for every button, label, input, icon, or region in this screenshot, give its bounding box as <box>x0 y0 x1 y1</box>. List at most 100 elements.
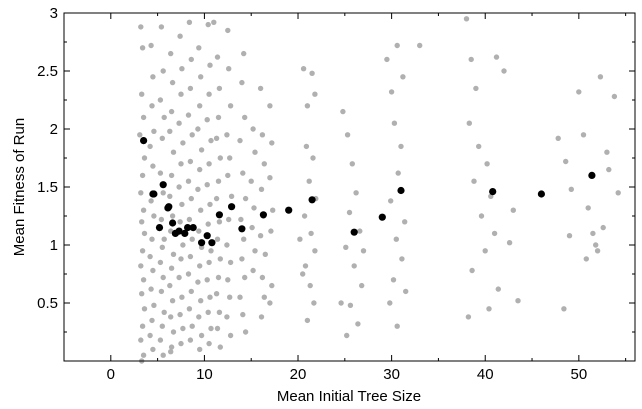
x-tick-label: 40 <box>477 366 494 383</box>
plot-frame <box>63 12 636 362</box>
run-point <box>206 161 212 167</box>
run-point <box>138 24 144 30</box>
run-point <box>476 143 482 150</box>
run-point <box>178 256 184 262</box>
run-point <box>177 311 183 318</box>
run-point <box>506 240 513 246</box>
run-point <box>180 242 186 248</box>
run-point <box>215 178 222 184</box>
run-point <box>159 244 165 250</box>
run-point <box>198 298 204 304</box>
run-point <box>561 306 567 312</box>
run-point <box>189 323 195 329</box>
run-point <box>312 248 318 254</box>
run-point <box>138 337 144 343</box>
mean-point <box>165 203 173 211</box>
run-point <box>615 190 621 196</box>
run-point <box>611 93 618 100</box>
y-tick-label: 2 <box>50 121 58 138</box>
run-point <box>403 288 409 295</box>
run-point <box>304 317 311 324</box>
run-point <box>180 140 186 146</box>
run-point <box>151 128 157 134</box>
run-point <box>188 288 194 295</box>
run-point <box>402 219 408 225</box>
run-point <box>186 216 193 223</box>
run-point <box>238 216 244 223</box>
mean-point <box>537 190 546 198</box>
mean-point <box>169 219 177 227</box>
run-point <box>384 56 390 63</box>
run-point <box>227 155 233 161</box>
marks-layer <box>137 16 621 364</box>
run-point <box>204 182 210 188</box>
mean-point <box>588 171 596 179</box>
run-point <box>159 135 165 141</box>
run-point <box>225 172 231 179</box>
mean-point <box>198 239 206 247</box>
run-point <box>198 74 204 80</box>
run-point <box>269 140 275 146</box>
run-point <box>206 91 212 97</box>
run-point <box>227 294 233 300</box>
mean-point <box>308 196 316 204</box>
run-point <box>395 170 401 176</box>
run-point <box>237 137 243 144</box>
run-point <box>140 352 147 358</box>
run-point <box>141 155 148 161</box>
run-point <box>178 91 184 97</box>
run-point <box>391 120 398 126</box>
run-point <box>160 352 166 358</box>
run-point <box>168 314 174 320</box>
run-point <box>226 66 232 72</box>
run-point <box>252 248 258 254</box>
run-point <box>211 19 217 25</box>
mean-point <box>489 188 497 196</box>
mean-point <box>350 228 358 236</box>
run-point <box>167 282 173 289</box>
x-tick-label: 0 <box>107 366 115 383</box>
run-point <box>580 132 587 138</box>
run-point <box>147 253 153 260</box>
run-point <box>197 346 203 353</box>
run-point <box>510 207 516 213</box>
run-point <box>176 274 182 281</box>
run-point <box>139 172 146 179</box>
run-point <box>388 198 394 204</box>
run-point <box>197 103 203 109</box>
run-point <box>167 193 173 199</box>
run-point <box>239 256 245 262</box>
run-point <box>215 274 222 281</box>
run-point <box>150 267 156 274</box>
run-point <box>227 103 234 109</box>
run-point <box>468 56 474 63</box>
x-tick-label: 20 <box>290 366 307 383</box>
run-point <box>216 219 223 225</box>
run-point <box>300 271 306 277</box>
run-point <box>140 207 147 213</box>
run-point <box>150 74 156 80</box>
run-point <box>261 161 267 167</box>
run-point <box>566 233 573 239</box>
run-point <box>149 317 155 324</box>
run-point <box>344 132 351 138</box>
run-point <box>585 205 591 211</box>
run-point <box>213 135 220 141</box>
run-point <box>197 166 203 173</box>
run-point <box>161 236 167 242</box>
run-point <box>340 108 346 115</box>
run-point <box>227 259 234 266</box>
run-point <box>179 201 185 208</box>
run-point <box>308 230 314 237</box>
run-point <box>262 251 268 257</box>
run-point <box>338 300 344 306</box>
run-point <box>486 306 492 312</box>
run-point <box>148 198 154 204</box>
run-point <box>268 228 274 234</box>
y-tick-label: 2.5 <box>37 63 58 80</box>
run-point <box>259 274 266 281</box>
run-point <box>306 178 312 184</box>
run-point <box>198 147 205 153</box>
run-point <box>311 300 317 306</box>
